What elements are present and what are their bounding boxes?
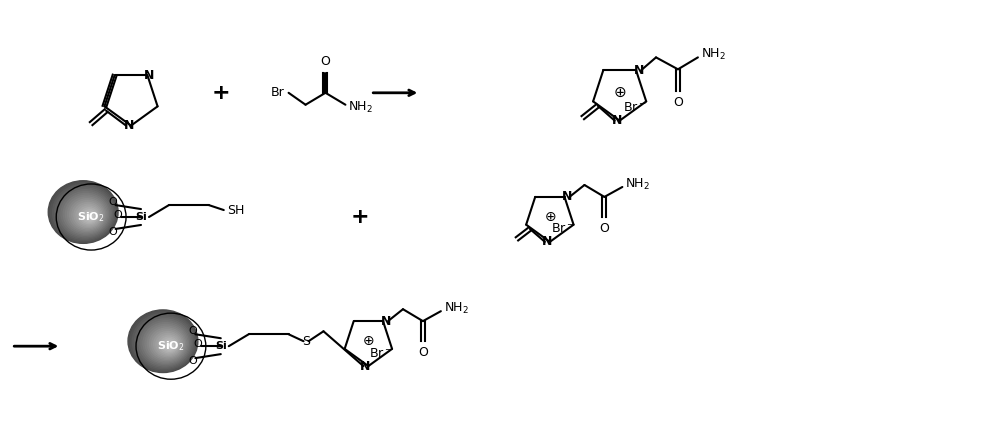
Text: N: N: [562, 191, 573, 203]
Ellipse shape: [80, 208, 98, 224]
Ellipse shape: [48, 181, 118, 243]
Text: NH$_2$: NH$_2$: [701, 47, 726, 62]
Ellipse shape: [85, 212, 95, 221]
Ellipse shape: [147, 326, 186, 361]
Text: $\oplus$: $\oplus$: [362, 334, 375, 348]
Text: O: O: [188, 356, 197, 366]
Ellipse shape: [55, 186, 114, 239]
Ellipse shape: [154, 332, 182, 357]
Ellipse shape: [87, 213, 94, 220]
Text: SH: SH: [227, 204, 244, 217]
Text: O: O: [113, 210, 122, 220]
Text: O: O: [599, 222, 609, 235]
Text: O: O: [193, 339, 202, 349]
Text: Br: Br: [271, 86, 284, 99]
Ellipse shape: [65, 195, 107, 233]
Text: N: N: [144, 69, 155, 82]
Text: O: O: [108, 197, 117, 207]
Text: O: O: [418, 346, 428, 359]
Ellipse shape: [164, 341, 175, 350]
Text: +: +: [211, 83, 230, 103]
Text: O: O: [188, 326, 197, 336]
Ellipse shape: [139, 319, 191, 366]
Ellipse shape: [169, 344, 172, 347]
Text: +: +: [351, 207, 370, 227]
Ellipse shape: [50, 183, 117, 242]
Ellipse shape: [152, 330, 183, 358]
Ellipse shape: [72, 201, 103, 229]
Ellipse shape: [76, 205, 101, 226]
Text: Si: Si: [215, 341, 227, 351]
Text: N: N: [542, 236, 552, 248]
Text: Br$^-$: Br$^-$: [369, 347, 393, 360]
Text: O: O: [673, 96, 683, 109]
Ellipse shape: [143, 323, 188, 363]
Text: S: S: [303, 335, 311, 348]
Text: SiO$_2$: SiO$_2$: [77, 210, 105, 224]
Text: NH$_2$: NH$_2$: [444, 301, 469, 316]
Ellipse shape: [59, 190, 111, 237]
Text: O: O: [108, 227, 117, 237]
Text: N: N: [124, 119, 134, 132]
Ellipse shape: [83, 210, 97, 222]
Text: $\oplus$: $\oplus$: [613, 85, 626, 101]
Ellipse shape: [57, 188, 113, 238]
Text: N: N: [634, 64, 644, 77]
Text: Br$^-$: Br$^-$: [551, 222, 575, 236]
Ellipse shape: [137, 317, 192, 367]
Ellipse shape: [74, 202, 102, 228]
Ellipse shape: [130, 312, 196, 371]
Ellipse shape: [78, 206, 99, 225]
Ellipse shape: [162, 339, 176, 351]
Ellipse shape: [149, 328, 184, 359]
Ellipse shape: [128, 310, 198, 372]
Ellipse shape: [132, 313, 195, 370]
Text: N: N: [611, 114, 622, 127]
Ellipse shape: [63, 194, 109, 234]
Text: Br$^-$: Br$^-$: [623, 101, 647, 114]
Text: NH$_2$: NH$_2$: [625, 177, 650, 191]
Text: N: N: [360, 360, 371, 373]
Ellipse shape: [167, 343, 174, 349]
Ellipse shape: [89, 215, 92, 218]
Ellipse shape: [158, 335, 179, 354]
Ellipse shape: [68, 197, 106, 232]
Text: O: O: [321, 55, 330, 68]
Ellipse shape: [134, 316, 194, 368]
Ellipse shape: [61, 191, 110, 236]
Text: Si: Si: [135, 212, 147, 222]
Ellipse shape: [70, 199, 105, 230]
Ellipse shape: [53, 184, 115, 241]
Text: NH$_2$: NH$_2$: [348, 100, 373, 115]
Ellipse shape: [156, 333, 180, 355]
Text: N: N: [381, 315, 391, 328]
Text: SiO$_2$: SiO$_2$: [157, 339, 185, 353]
Text: $\oplus$: $\oplus$: [544, 210, 556, 224]
Ellipse shape: [141, 321, 190, 364]
Ellipse shape: [160, 337, 178, 353]
Ellipse shape: [145, 324, 187, 362]
